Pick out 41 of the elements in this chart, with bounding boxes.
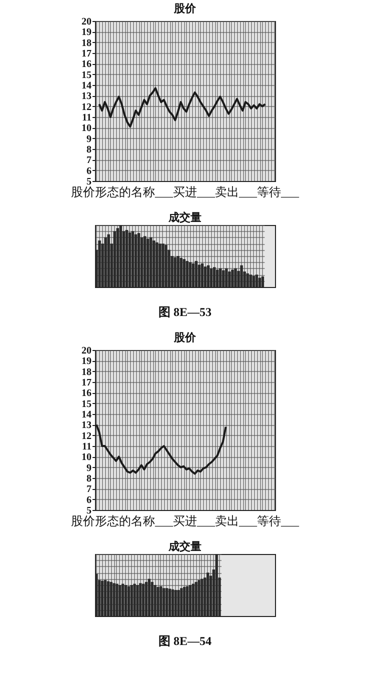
- y-tick-label: 5: [86, 176, 92, 188]
- y-tick-label: 18: [82, 38, 92, 49]
- y-tick-label: 8: [86, 474, 92, 484]
- chart-title: 成交量: [168, 540, 202, 553]
- y-tick-label: 15: [82, 398, 92, 410]
- y-tick-label: 9: [86, 134, 92, 145]
- y-tick-label: 16: [82, 59, 92, 70]
- y-tick-label: 6: [86, 166, 92, 177]
- y-tick-label: 20: [82, 16, 92, 28]
- y-tick-label: 14: [82, 410, 92, 420]
- caption: 图 8E—54: [158, 634, 212, 648]
- y-tick-label: 10: [82, 452, 92, 464]
- y-tick-label: 14: [82, 80, 92, 92]
- chart-title: 股价: [173, 2, 197, 15]
- y-tick-label: 13: [82, 91, 92, 102]
- y-tick-label: 7: [86, 484, 92, 496]
- y-tick-label: 20: [82, 346, 92, 356]
- y-tick-label: 6: [86, 494, 92, 506]
- y-tick-label: 19: [82, 356, 92, 368]
- y-tick-label: 11: [82, 112, 92, 124]
- line-series: [98, 87, 266, 128]
- text: 股价形态的名称___买进___卖出___等待___: [71, 514, 300, 528]
- y-tick-label: 18: [82, 366, 92, 378]
- y-tick-label: 11: [82, 442, 92, 452]
- y-tick-label: 7: [86, 155, 92, 166]
- y-tick-label: 5: [86, 506, 92, 516]
- y-tick-label: 9: [86, 462, 92, 474]
- chart-title: 股价: [173, 331, 197, 344]
- y-tick-label: 16: [82, 388, 92, 400]
- y-tick-label: 8: [86, 144, 92, 156]
- y-tick-label: 17: [82, 48, 92, 60]
- chart-title: 成交量: [168, 211, 202, 224]
- y-tick-label: 10: [82, 123, 92, 134]
- y-tick-label: 15: [82, 70, 92, 81]
- text: 股价形态的名称___买进___卖出___等待___: [71, 185, 300, 199]
- y-tick-label: 12: [82, 430, 92, 442]
- y-tick-label: 17: [82, 378, 92, 388]
- y-tick-label: 13: [82, 420, 92, 432]
- caption: 图 8E—53: [158, 305, 212, 319]
- y-tick-label: 12: [82, 102, 92, 113]
- y-tick-label: 19: [82, 27, 92, 38]
